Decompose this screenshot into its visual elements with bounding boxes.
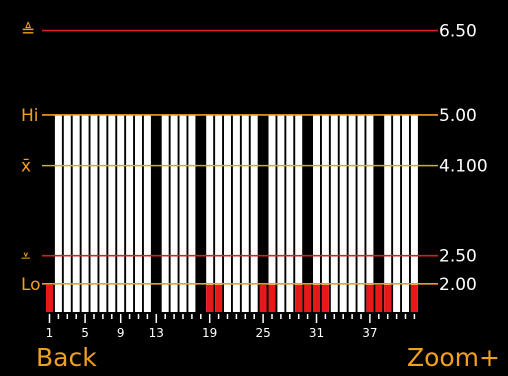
bar-below-lo xyxy=(313,284,320,312)
bar xyxy=(295,114,303,313)
bar xyxy=(72,114,80,313)
x-tick-label: 37 xyxy=(362,326,377,340)
bar xyxy=(126,114,134,313)
bar xyxy=(384,114,392,313)
limit-value-lo: 2.00 xyxy=(439,275,477,295)
limit-value-lower: 2.50 xyxy=(439,247,477,267)
bar xyxy=(90,114,98,313)
bar xyxy=(135,114,142,313)
bar-below-lo xyxy=(215,284,223,312)
x-tick-label: 5 xyxy=(81,326,89,340)
x-tick-label: 13 xyxy=(149,326,164,340)
bar xyxy=(286,114,294,313)
zoom-in-button[interactable]: Zoom+ xyxy=(406,343,500,372)
bar xyxy=(161,114,169,313)
bar-below-lo xyxy=(321,284,329,312)
bar xyxy=(277,114,285,313)
x-tick-label: 9 xyxy=(117,326,125,340)
limit-value-upper: 6.50 xyxy=(439,22,477,42)
bar-below-lo xyxy=(384,284,392,312)
x-tick-label: 31 xyxy=(309,326,324,340)
bar xyxy=(143,114,151,313)
bar-below-lo xyxy=(268,284,276,312)
bar-below-lo xyxy=(410,284,418,312)
bar xyxy=(188,114,196,313)
bar xyxy=(250,114,258,313)
limit-label-mean: x̄ xyxy=(21,157,31,177)
limit-value-hi: 5.00 xyxy=(439,106,477,126)
bar xyxy=(215,114,223,313)
bar xyxy=(241,114,249,313)
bar xyxy=(366,114,374,313)
bar xyxy=(357,114,365,313)
bar xyxy=(170,114,178,313)
bar xyxy=(393,114,401,313)
limit-label-lo: Lo xyxy=(21,275,41,295)
bar xyxy=(117,114,125,313)
bar-below-lo xyxy=(295,284,303,312)
x-tick-label: 25 xyxy=(255,326,270,340)
x-tick-label: 19 xyxy=(202,326,217,340)
limit-label-lower: ⩡ xyxy=(21,247,31,267)
bar xyxy=(108,114,116,313)
x-tick-label: 1 xyxy=(46,326,54,340)
bar xyxy=(63,114,71,313)
bar xyxy=(179,114,187,313)
bar-below-lo xyxy=(366,284,374,312)
bar xyxy=(321,114,329,313)
limit-value-mean: 4.100 xyxy=(439,157,488,177)
bar xyxy=(206,114,214,313)
bar-below-lo xyxy=(46,284,53,312)
bar xyxy=(339,114,347,313)
limit-label-upper: ≜ xyxy=(21,22,35,42)
bar xyxy=(268,114,276,313)
bar-below-lo xyxy=(259,284,267,312)
bar xyxy=(402,114,409,313)
back-button[interactable]: Back xyxy=(36,343,97,372)
bar-below-lo xyxy=(304,284,312,312)
bar-below-lo xyxy=(206,284,214,312)
bar xyxy=(99,114,107,313)
bar xyxy=(232,114,240,313)
bar xyxy=(224,114,231,313)
limit-label-hi: Hi xyxy=(21,106,39,126)
bar xyxy=(348,114,356,313)
bar xyxy=(410,114,418,313)
bar-below-lo xyxy=(375,284,383,312)
bar xyxy=(81,114,89,313)
bar xyxy=(330,114,338,313)
bar xyxy=(54,114,62,313)
bar xyxy=(313,114,320,313)
